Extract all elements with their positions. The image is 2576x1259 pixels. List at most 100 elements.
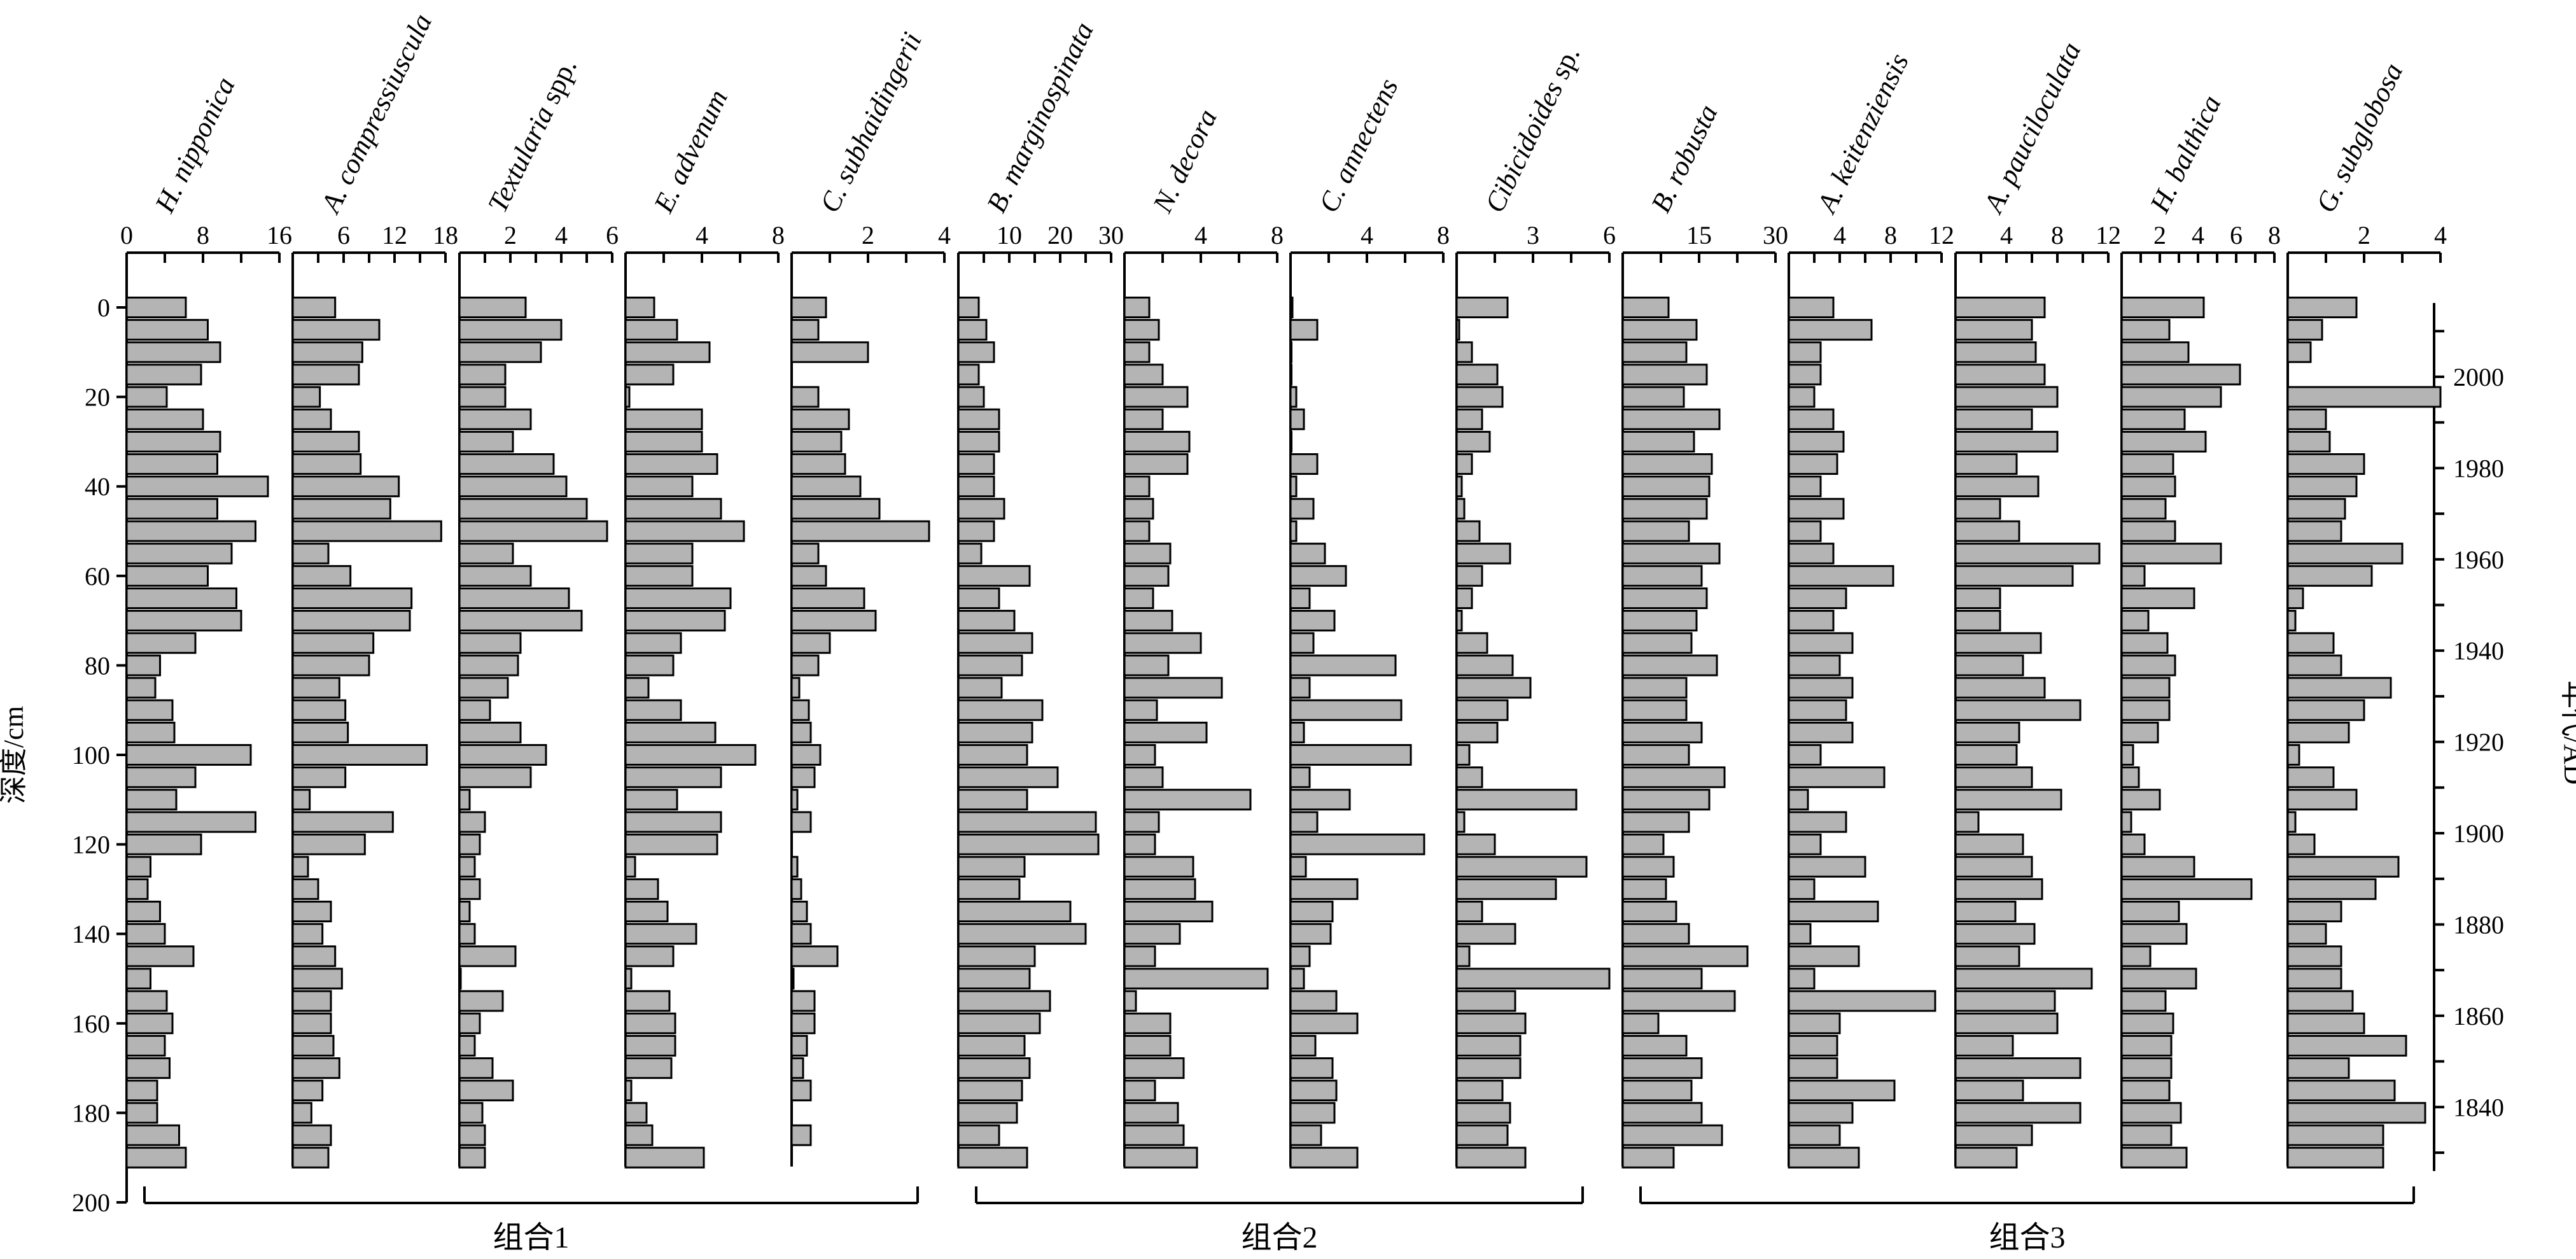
age-tick-label: 1940	[2453, 637, 2504, 665]
data-bar	[957, 945, 1036, 967]
data-bar	[957, 542, 983, 565]
data-bar	[1455, 721, 1499, 743]
data-bar	[1289, 878, 1359, 900]
data-bar	[1788, 498, 1845, 520]
data-bar	[1954, 811, 1980, 833]
data-bar	[790, 587, 865, 609]
data-bar	[1123, 990, 1137, 1012]
data-bar	[458, 721, 522, 743]
data-bar	[1954, 901, 2017, 923]
data-bar	[291, 901, 332, 923]
data-bar	[2286, 967, 2342, 990]
data-bar	[957, 677, 1003, 699]
data-bar	[125, 945, 195, 967]
data-bar	[1123, 453, 1189, 475]
data-bar	[291, 990, 332, 1012]
data-bar	[1123, 855, 1194, 878]
panel-n-decora: 4 8 N. decora	[1123, 104, 1284, 1169]
data-bar	[1954, 363, 2046, 386]
data-bar	[2286, 408, 2327, 430]
data-bar	[458, 1080, 514, 1102]
data-bar	[790, 319, 820, 341]
data-bar	[2120, 520, 2176, 542]
group-bracket-1: 组合1	[143, 1186, 919, 1255]
data-bar	[2120, 1080, 2171, 1102]
data-bar	[2286, 878, 2377, 900]
data-bar	[1954, 498, 2001, 520]
data-bar	[2286, 498, 2346, 520]
depth-tick-label: 80	[85, 651, 110, 680]
panel-tick-label: 6	[1603, 221, 1616, 250]
data-bar	[2120, 587, 2195, 609]
data-bar	[291, 297, 337, 318]
data-bar	[2286, 855, 2400, 878]
data-bar	[458, 475, 568, 498]
data-bar	[125, 923, 166, 945]
data-bar	[1621, 744, 1690, 766]
data-bar	[1289, 341, 1292, 363]
data-bar	[2120, 1124, 2173, 1146]
data-bar	[790, 1034, 808, 1057]
age-axis: 2000 1980 1960 1940 1920 1900 1880 1860 1840 年代/A…	[2433, 302, 2576, 1171]
data-bar	[125, 1124, 180, 1146]
data-bar	[1621, 1057, 1703, 1080]
data-bar	[2120, 901, 2180, 923]
panel-tick-label: 6	[606, 221, 619, 250]
data-bar	[1289, 721, 1305, 743]
data-bar	[2120, 430, 2207, 453]
data-bar	[1123, 430, 1191, 453]
data-bar	[1621, 811, 1690, 833]
data-bar	[1289, 811, 1319, 833]
data-bar	[957, 408, 1000, 430]
data-bar	[125, 341, 221, 363]
data-bar	[1123, 1012, 1172, 1034]
data-bar	[790, 386, 820, 408]
panel-c-annectens: 4 8 C. annectens	[1289, 74, 1450, 1169]
data-bar	[1788, 1034, 1838, 1057]
data-bar	[1788, 632, 1854, 654]
data-bar	[2120, 363, 2241, 386]
data-bar	[1455, 408, 1483, 430]
data-bar	[1123, 654, 1170, 677]
depth-tick-label: 180	[72, 1099, 110, 1127]
data-bar	[291, 967, 343, 990]
data-bar	[1455, 520, 1481, 542]
data-bar	[458, 1102, 484, 1124]
data-bar	[1123, 408, 1164, 430]
data-bar	[624, 855, 636, 878]
data-bar	[624, 297, 655, 318]
data-bar	[1289, 297, 1294, 318]
data-bar	[1621, 520, 1690, 542]
data-bar	[458, 610, 583, 632]
data-bar	[458, 386, 507, 408]
panel-title-taxon: Textularia	[482, 101, 560, 218]
data-bar	[458, 789, 471, 811]
data-bar	[291, 699, 347, 721]
data-bar	[624, 1034, 676, 1057]
data-bar	[1621, 297, 1670, 318]
data-bar	[125, 632, 197, 654]
data-bar	[1123, 744, 1156, 766]
panel-b-robusta: 15 30 B. robusta	[1621, 100, 1788, 1169]
data-bar	[1123, 1146, 1198, 1169]
panel-tick-label: 8	[1271, 221, 1284, 250]
panel-title-taxon: B. marginospinata	[981, 17, 1100, 217]
data-bar	[125, 542, 233, 565]
data-bar	[1954, 1146, 2018, 1169]
data-bar	[1455, 386, 1504, 408]
data-bar	[458, 632, 522, 654]
data-bar	[1954, 878, 2043, 900]
data-bar	[790, 453, 846, 475]
data-bar	[957, 833, 1100, 855]
panel-title: Textularia spp.	[482, 53, 583, 217]
data-bar	[1954, 923, 2036, 945]
data-bar	[790, 1057, 804, 1080]
data-bar	[1954, 721, 2020, 743]
data-bar	[1289, 363, 1292, 386]
data-bar	[291, 319, 381, 341]
data-bar	[1455, 1124, 1509, 1146]
data-bar	[624, 475, 694, 498]
data-bar	[291, 632, 375, 654]
data-bar	[1788, 1012, 1841, 1034]
data-bar	[957, 990, 1051, 1012]
